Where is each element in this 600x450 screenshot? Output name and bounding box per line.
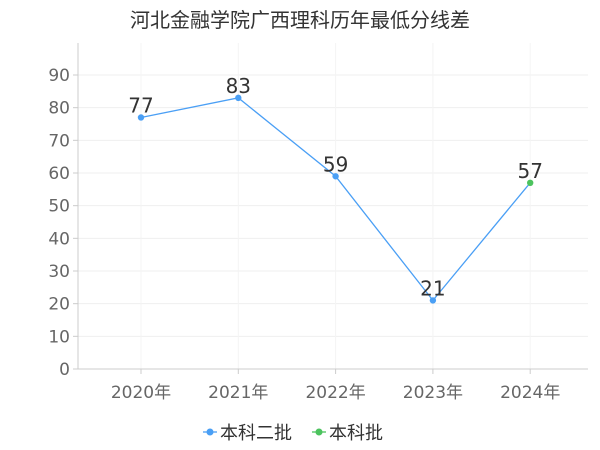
x-tick-label: 2021年	[208, 383, 268, 403]
y-tick-label: 0	[59, 360, 70, 380]
data-labels: 77 83 59 21 57	[128, 74, 543, 301]
data-label: 83	[226, 74, 251, 98]
y-tick-label: 70	[48, 131, 70, 151]
data-point[interactable]	[429, 297, 437, 304]
y-tick-label: 30	[48, 262, 70, 282]
data-point[interactable]	[527, 179, 534, 186]
y-tick-label: 80	[48, 99, 70, 119]
y-tick-label: 50	[48, 197, 70, 217]
y-tick-label: 40	[48, 229, 70, 249]
legend-marker	[206, 428, 214, 436]
y-tick-label: 60	[48, 164, 70, 184]
data-point[interactable]	[137, 114, 145, 121]
axes: 0 10 20 30 40 50 60 70 80 90 2020年 2021年 2022年 2023年 2…	[48, 43, 588, 403]
data-label: 57	[517, 159, 542, 183]
legend: 本科二批 本科批	[203, 423, 383, 444]
series-layer	[137, 94, 534, 304]
legend-item[interactable]: 本科批	[329, 423, 383, 444]
data-point[interactable]	[332, 173, 339, 180]
x-tick-label: 2020年	[111, 383, 171, 403]
data-label: 21	[420, 276, 445, 300]
legend-item[interactable]: 本科二批	[220, 423, 292, 444]
x-tick-label: 2024年	[500, 383, 560, 403]
legend-marker	[315, 428, 323, 436]
y-tick-label: 10	[48, 327, 70, 347]
data-point[interactable]	[235, 94, 242, 102]
x-tick-label: 2022年	[305, 383, 365, 403]
x-tick-label: 2023年	[403, 383, 463, 403]
y-tick-label: 90	[48, 66, 70, 86]
y-tick-label: 20	[48, 295, 70, 315]
chart-title: 河北金融学院广西理科历年最低分线差	[130, 8, 470, 32]
data-label: 59	[323, 152, 348, 176]
data-label: 77	[128, 93, 153, 117]
